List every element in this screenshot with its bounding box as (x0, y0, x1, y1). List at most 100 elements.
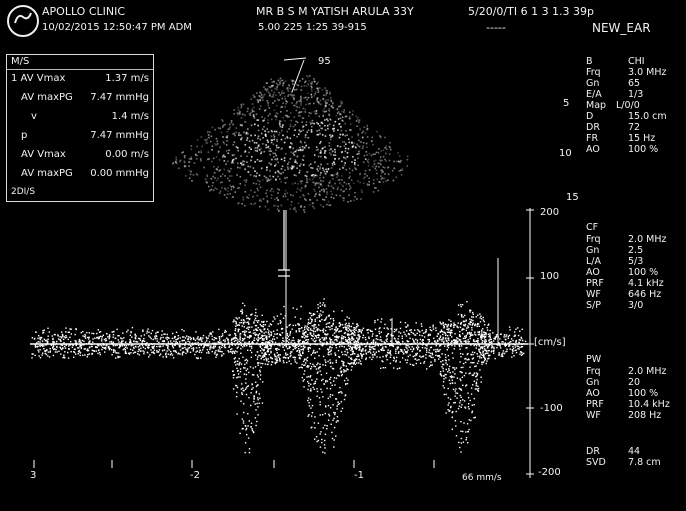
spectral-pixel (348, 317, 350, 319)
speckle (268, 86, 270, 88)
spectral-pixel (458, 344, 460, 347)
spectral-pixel (337, 349, 340, 352)
speckle (294, 161, 296, 163)
spectral-pixel (368, 336, 370, 338)
spectral-pixel (144, 343, 147, 345)
speckle (269, 95, 271, 97)
speckle (256, 172, 258, 175)
spectral-pixel (416, 332, 418, 335)
spectral-pixel (453, 326, 455, 329)
spectral-pixel (255, 409, 257, 411)
spectral-pixel (477, 341, 479, 343)
spectral-pixel (54, 343, 56, 346)
spectral-pixel (369, 348, 371, 350)
speckle (226, 196, 228, 199)
speckle (313, 154, 316, 156)
spectral-pixel (146, 351, 149, 354)
speckle (305, 124, 307, 126)
speckle (321, 122, 324, 125)
spectral-pixel (240, 352, 242, 354)
speckle (354, 159, 356, 161)
speckle (257, 124, 259, 127)
spectral-pixel (240, 321, 243, 324)
spectral-pixel (73, 348, 76, 350)
spectral-pixel (346, 368, 348, 370)
speckle (388, 173, 390, 176)
speckle (255, 113, 258, 115)
spectral-pixel (151, 329, 154, 332)
spectral-pixel (324, 433, 327, 435)
spectral-pixel (165, 355, 168, 357)
speckle (320, 103, 322, 106)
speckle (352, 110, 354, 112)
spectral-pixel (464, 361, 467, 364)
spectral-pixel (279, 360, 281, 362)
speckle (276, 158, 278, 161)
spectral-pixel (190, 337, 192, 340)
spectral-pixel (484, 353, 487, 355)
spectral-pixel (153, 352, 156, 355)
speckle (175, 162, 178, 165)
spectral-pixel (461, 376, 464, 378)
spectral-pixel (242, 356, 244, 358)
spectral-pixel (336, 408, 338, 410)
spectral-pixel (286, 361, 288, 364)
speckle (242, 199, 245, 201)
speckle (291, 167, 294, 169)
spectral-pixel (262, 355, 264, 357)
spectral-pixel (437, 350, 439, 352)
spectral-pixel (473, 351, 476, 354)
spectral-pixel (298, 324, 300, 326)
speckle (371, 140, 373, 143)
spectral-pixel (475, 372, 478, 374)
spectral-pixel (93, 332, 95, 335)
spectral-pixel (281, 332, 284, 334)
speckle (340, 100, 342, 103)
speckle (318, 186, 320, 189)
spectral-pixel (317, 304, 319, 306)
spectral-pixel (331, 437, 334, 440)
speckle (302, 126, 304, 129)
spectral-pixel (110, 349, 113, 351)
speckle (322, 114, 325, 117)
spectral-pixel (108, 345, 110, 348)
spectral-pixel (494, 338, 496, 340)
speckle (357, 116, 359, 119)
speckle (381, 177, 384, 179)
speckle (381, 169, 383, 172)
spectral-pixel (308, 405, 311, 407)
spectral-pixel (349, 329, 351, 331)
spectral-pixel (263, 346, 266, 349)
spectral-pixel (162, 356, 164, 358)
speckle (200, 136, 203, 138)
spectral-pixel (270, 334, 272, 336)
spectral-pixel (519, 353, 521, 355)
spectral-pixel (197, 336, 199, 338)
spectral-pixel (259, 371, 261, 373)
speckle (288, 128, 290, 130)
spectral-pixel (181, 354, 184, 356)
spectral-pixel (124, 350, 127, 352)
speckle (340, 102, 343, 105)
spectral-pixel (351, 333, 353, 335)
spectral-pixel (481, 341, 483, 344)
spectral-pixel (448, 402, 450, 404)
spectral-pixel (52, 347, 54, 349)
spectral-pixel (329, 342, 331, 344)
spectral-pixel (422, 342, 424, 344)
spectral-pixel (233, 351, 235, 353)
spectral-pixel (256, 362, 259, 364)
spectral-pixel (117, 356, 120, 358)
spectral-pixel (106, 333, 108, 335)
depth-mark-5: 5 (563, 98, 570, 109)
spectral-pixel (241, 313, 243, 315)
speckle (253, 141, 256, 144)
spectral-pixel (337, 328, 339, 330)
speckle (344, 150, 347, 152)
spectral-pixel (349, 341, 351, 343)
speckle (337, 111, 340, 113)
speckle (271, 95, 273, 98)
spectral-pixel (319, 366, 321, 368)
spectral-pixel (302, 333, 304, 335)
spectral-pixel (222, 339, 225, 342)
